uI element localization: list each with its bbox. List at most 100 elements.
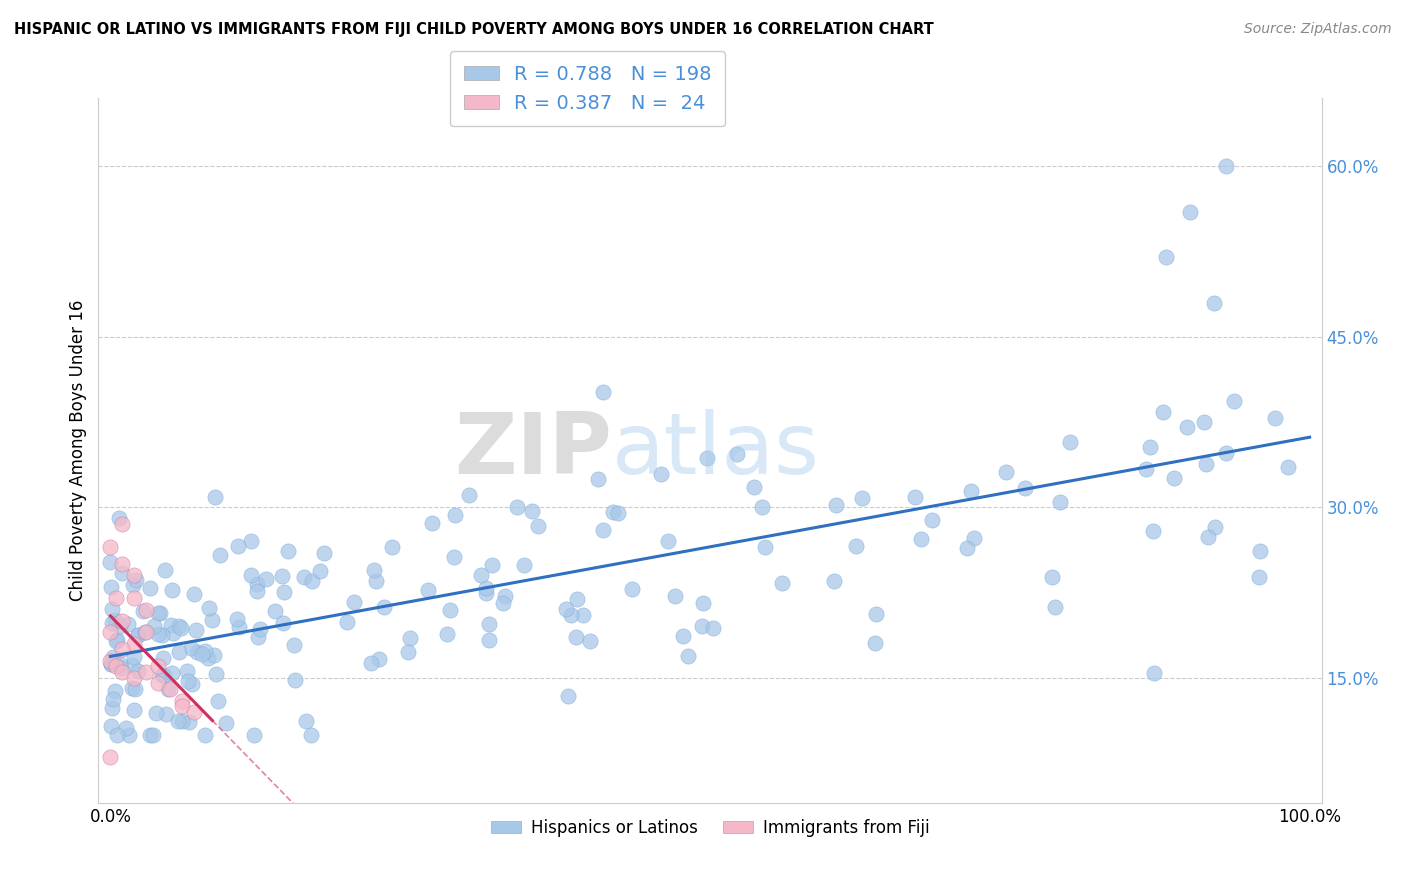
Point <box>470 567 492 582</box>
Point <box>294 714 316 728</box>
Point <box>1175 420 1198 434</box>
Point <box>135 665 157 679</box>
Point <box>1014 481 1036 495</box>
Text: Source: ZipAtlas.com: Source: ZipAtlas.com <box>1244 22 1392 37</box>
Point <box>148 659 170 673</box>
Point <box>226 612 249 626</box>
Point <box>751 500 773 514</box>
Point <box>162 626 184 640</box>
Point <box>204 667 226 681</box>
Point <box>865 607 887 621</box>
Point <box>108 657 131 671</box>
Point <box>664 589 686 603</box>
Point <box>100 657 122 671</box>
Point <box>863 636 886 650</box>
Point <box>418 583 440 598</box>
Point <box>194 644 217 658</box>
Point <box>560 607 582 622</box>
Point <box>572 608 595 623</box>
Point <box>105 659 128 673</box>
Point <box>851 491 873 506</box>
Point <box>292 570 315 584</box>
Point <box>1202 295 1225 310</box>
Point <box>1215 159 1237 173</box>
Point <box>228 620 250 634</box>
Point <box>399 631 422 645</box>
Point <box>1222 394 1244 409</box>
Point <box>101 701 124 715</box>
Point <box>554 602 576 616</box>
Point <box>141 728 163 742</box>
Point <box>146 626 169 640</box>
Point <box>153 668 176 682</box>
Point <box>125 573 148 587</box>
Point <box>271 615 294 630</box>
Point <box>343 595 366 609</box>
Point <box>439 603 461 617</box>
Point <box>177 674 200 689</box>
Point <box>194 728 217 742</box>
Point <box>443 549 465 564</box>
Point <box>160 618 183 632</box>
Point <box>506 500 529 514</box>
Point <box>117 616 139 631</box>
Point <box>157 682 180 697</box>
Point <box>754 540 776 554</box>
Point <box>650 467 672 481</box>
Point <box>606 506 628 520</box>
Point <box>181 677 204 691</box>
Point <box>1049 495 1071 509</box>
Point <box>152 651 174 665</box>
Text: atlas: atlas <box>612 409 820 492</box>
Point <box>314 546 336 560</box>
Point <box>111 614 134 628</box>
Point <box>520 503 543 517</box>
Y-axis label: Child Poverty Among Boys Under 16: Child Poverty Among Boys Under 16 <box>69 300 87 601</box>
Point <box>690 619 713 633</box>
Point <box>170 621 193 635</box>
Point <box>246 576 269 591</box>
Point <box>1204 519 1226 533</box>
Point <box>100 555 122 569</box>
Point <box>172 714 194 728</box>
Point <box>207 694 229 708</box>
Point <box>149 606 172 620</box>
Point <box>111 517 134 532</box>
Point <box>124 591 146 606</box>
Point <box>145 706 167 720</box>
Point <box>105 632 128 647</box>
Point <box>124 568 146 582</box>
Point <box>247 631 270 645</box>
Point <box>592 523 614 537</box>
Point <box>135 602 157 616</box>
Point <box>100 654 122 668</box>
Point <box>104 613 127 627</box>
Point <box>592 384 614 399</box>
Point <box>110 661 132 675</box>
Point <box>373 600 395 615</box>
Point <box>124 637 146 651</box>
Point <box>309 564 332 578</box>
Point <box>105 728 128 742</box>
Point <box>1249 543 1271 558</box>
Point <box>277 543 299 558</box>
Point <box>121 658 143 673</box>
Point <box>121 681 143 695</box>
Point <box>1249 570 1271 584</box>
Point <box>180 641 202 656</box>
Point <box>122 702 145 716</box>
Point <box>186 624 208 638</box>
Point <box>127 664 149 678</box>
Point <box>657 534 679 549</box>
Text: ZIP: ZIP <box>454 409 612 492</box>
Point <box>478 617 501 632</box>
Point <box>565 591 588 606</box>
Point <box>122 578 145 592</box>
Point <box>588 472 610 486</box>
Point <box>475 586 498 600</box>
Point <box>115 721 138 735</box>
Point <box>995 465 1018 479</box>
Point <box>444 508 467 523</box>
Point <box>132 604 155 618</box>
Point <box>139 728 162 742</box>
